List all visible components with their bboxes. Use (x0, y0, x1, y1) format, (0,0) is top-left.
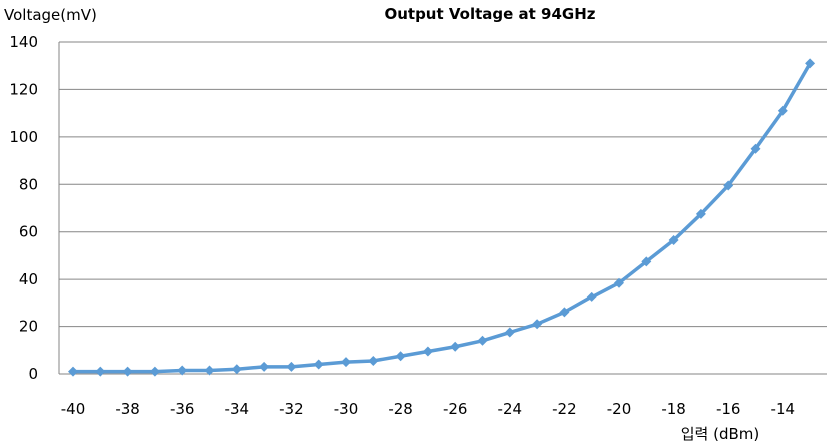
data-point-marker (204, 365, 215, 376)
data-point-marker (122, 366, 133, 377)
data-point-marker (750, 143, 761, 154)
data-point-marker (313, 359, 324, 370)
data-point-marker (477, 335, 488, 346)
x-tick-label: -38 (115, 400, 140, 418)
data-point-marker (286, 361, 297, 372)
data-point-marker (149, 366, 160, 377)
y-tick-label: 140 (9, 33, 38, 51)
x-tick-labels: -40 -38 -36 -34 -32 -30 -28 -26 -24 -22 -20 -18 -16 -… (61, 400, 795, 418)
series-line-0 (73, 62, 812, 374)
y-tick-label: 80 (19, 175, 38, 193)
data-point-marker (504, 327, 515, 338)
data-point-marker (559, 307, 570, 318)
data-point-marker (450, 341, 461, 352)
x-tick-label: -40 (61, 400, 86, 418)
x-tick-label: -20 (607, 400, 632, 418)
x-tick-label: -22 (552, 400, 577, 418)
x-tick-label: -28 (388, 400, 413, 418)
data-point-marker (614, 277, 624, 288)
chart-title: Output Voltage at 94GHz (384, 5, 595, 23)
y-tick-label: 60 (19, 223, 38, 241)
data-point-marker (422, 346, 433, 357)
x-tick-label: -14 (771, 400, 796, 418)
y-axis-label: Voltage(mV) (4, 6, 97, 24)
data-point-marker (177, 365, 188, 376)
data-point-marker (723, 180, 734, 191)
x-tick-label: -24 (498, 400, 523, 418)
data-point-marker (231, 364, 242, 375)
x-tick-label: -16 (716, 400, 741, 418)
data-point-marker (259, 361, 270, 372)
data-point-marker (395, 351, 406, 362)
y-tick-label: 100 (9, 128, 38, 146)
data-point-marker (777, 105, 788, 116)
x-axis-label: 입력 (dBm) (681, 425, 760, 443)
x-tick-label: -18 (661, 400, 686, 418)
y-tick-label: 120 (9, 80, 38, 98)
x-tick-label: -32 (279, 400, 304, 418)
x-tick-label: -36 (170, 400, 195, 418)
data-point-marker (641, 256, 652, 267)
y-tick-label: 40 (19, 270, 38, 288)
data-point-marker (95, 366, 106, 377)
data-point-marker (668, 235, 679, 246)
y-tick-label: 20 (19, 318, 38, 336)
data-point-marker (805, 58, 816, 69)
x-tick-label: -26 (443, 400, 468, 418)
y-tick-label: 0 (28, 365, 38, 383)
data-point-marker (341, 357, 351, 368)
series-group (68, 58, 816, 377)
data-point-marker (695, 208, 706, 219)
gridlines (59, 41, 827, 328)
y-tick-labels: 0 20 40 60 80 100 120 140 (9, 33, 38, 383)
data-point-marker (586, 291, 597, 302)
data-point-marker (368, 355, 379, 366)
x-tick-label: -34 (225, 400, 250, 418)
data-point-marker (532, 319, 543, 330)
data-point-marker (68, 366, 78, 377)
x-tick-label: -30 (334, 400, 359, 418)
